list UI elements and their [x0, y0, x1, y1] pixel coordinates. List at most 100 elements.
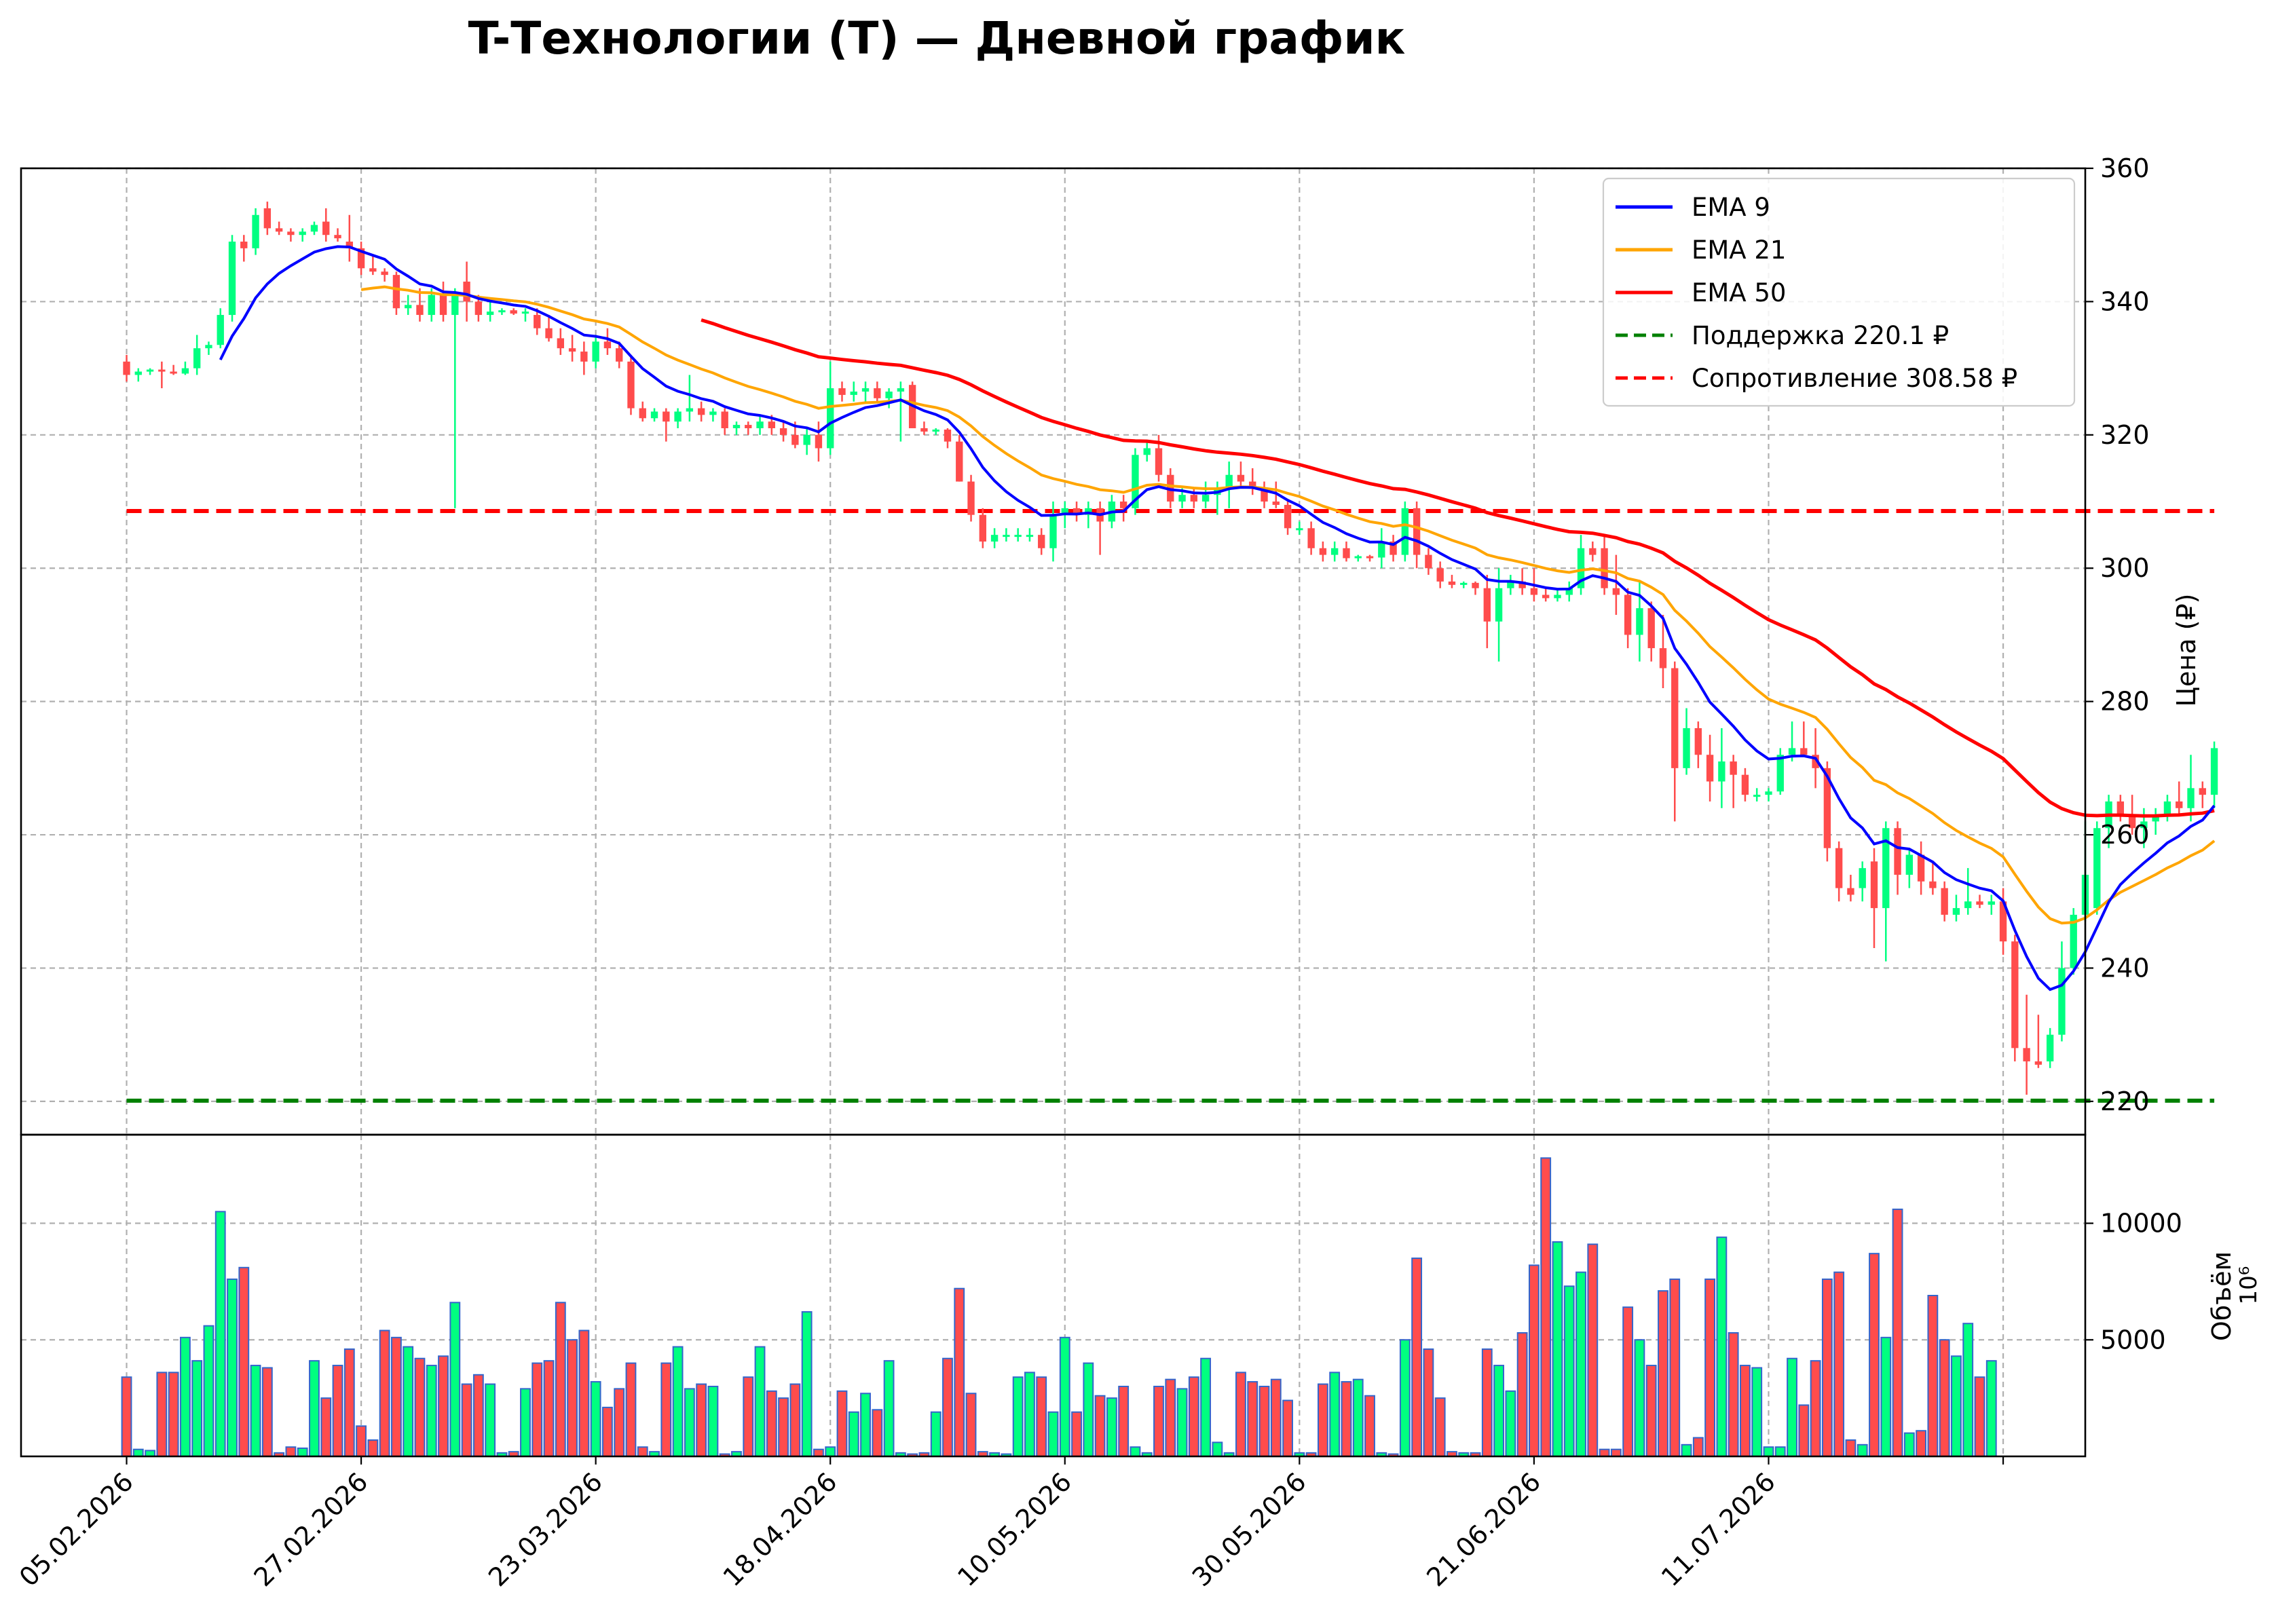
candle-body — [287, 231, 295, 235]
volume-bar — [121, 1376, 132, 1458]
candle — [357, 242, 365, 276]
candle — [2210, 741, 2218, 808]
candle-body — [1530, 588, 1538, 595]
candle-body — [1788, 748, 1796, 755]
candle — [158, 361, 166, 389]
volume-bar — [1118, 1385, 1130, 1458]
candle-body — [1366, 556, 1374, 559]
volume-panel: 5000 10000 Объём 10⁶ — [20, 1133, 2262, 1458]
candle — [1741, 768, 1749, 801]
candle — [1237, 461, 1245, 489]
volume-bar — [367, 1439, 379, 1458]
candle — [1601, 535, 1608, 595]
volume-bar — [449, 1302, 461, 1457]
candle — [1448, 575, 1456, 588]
price-tick-label: 240 — [2100, 953, 2150, 983]
candle — [1425, 548, 1432, 575]
candle — [990, 528, 999, 548]
candle — [920, 421, 928, 435]
price-tick-label: 340 — [2100, 286, 2150, 316]
candle — [2152, 808, 2159, 835]
volume-bar — [1692, 1437, 1704, 1457]
x-tick-label: 11.07.2026 — [1656, 1467, 1781, 1592]
candle — [1249, 468, 1256, 495]
candle-body — [1917, 854, 1925, 882]
candle-body — [1401, 508, 1409, 555]
candle-body — [1319, 548, 1327, 555]
candle — [1776, 748, 1784, 795]
candle-body — [1261, 488, 1268, 502]
candle — [944, 428, 952, 449]
candle — [1284, 502, 1292, 535]
price-axis-label: Цена (₽) — [2171, 594, 2201, 707]
candle-body — [381, 271, 388, 276]
candle — [310, 221, 318, 235]
volume-bar — [543, 1360, 555, 1458]
volume-bar — [485, 1383, 496, 1457]
volume-bar — [1270, 1378, 1282, 1458]
volume-tick-label: 5000 — [2100, 1325, 2166, 1355]
legend-box — [1602, 177, 2076, 407]
candle-body — [1577, 548, 1585, 588]
candle — [228, 235, 236, 322]
volume-bar — [1916, 1430, 1927, 1457]
candle — [1859, 861, 1866, 902]
candle — [275, 221, 283, 235]
candle-body — [1389, 541, 1397, 555]
candle-body — [474, 301, 483, 316]
candle — [1624, 588, 1632, 649]
volume-bar — [426, 1365, 437, 1457]
candle-body — [1905, 854, 1914, 875]
volume-bar — [1927, 1295, 1939, 1457]
volume-bar — [203, 1325, 214, 1458]
candle — [2034, 1015, 2042, 1068]
volume-bar — [860, 1393, 871, 1458]
candle-body — [1812, 755, 1819, 768]
volume-bar — [390, 1336, 402, 1457]
candle — [2046, 1027, 2054, 1068]
volume-bar — [343, 1348, 355, 1457]
candle-body — [2034, 1061, 2042, 1065]
candle — [521, 308, 529, 322]
volume-bar — [1047, 1411, 1059, 1457]
volume-bar — [261, 1367, 273, 1458]
candle — [1917, 841, 1925, 895]
candle-body — [2070, 914, 2077, 968]
candle — [779, 421, 787, 442]
candle-body — [732, 425, 741, 429]
candle — [545, 315, 553, 342]
candle-body — [205, 345, 212, 349]
candle-body — [557, 338, 564, 349]
candle-body — [1835, 848, 1843, 888]
volume-bar — [813, 1448, 824, 1457]
candle-body — [123, 361, 130, 375]
volume-bar — [214, 1211, 226, 1457]
candle-body — [1143, 448, 1151, 455]
candle-body — [1706, 755, 1714, 782]
legend: EMA 9 EMA 21 EMA 50 Поддержка 220.1 ₽ Сопрот… — [1602, 177, 2076, 407]
candle-body — [439, 295, 447, 316]
volume-tick-label: 10000 — [2100, 1209, 2182, 1239]
candle — [838, 381, 846, 402]
candle-body — [1201, 495, 1210, 502]
volume-bar — [1857, 1443, 1868, 1458]
candle — [534, 308, 541, 335]
candle-body — [1330, 548, 1339, 555]
candle — [1988, 894, 1995, 915]
volume-bar — [778, 1397, 789, 1457]
candle — [1495, 568, 1503, 662]
candle-body — [357, 248, 365, 269]
candle-body — [1284, 504, 1292, 529]
volume-bar — [614, 1388, 625, 1458]
candle — [850, 381, 857, 402]
candle — [287, 228, 295, 242]
volume-bar — [1610, 1448, 1622, 1457]
volume-bar — [1059, 1336, 1070, 1457]
candle-body — [1636, 608, 1643, 635]
candle-body — [603, 341, 612, 349]
candle — [1003, 528, 1010, 542]
x-tick-label: 21.06.2026 — [1421, 1467, 1546, 1592]
volume-axis-label: Объём — [2207, 1251, 2237, 1341]
candle — [252, 208, 259, 255]
